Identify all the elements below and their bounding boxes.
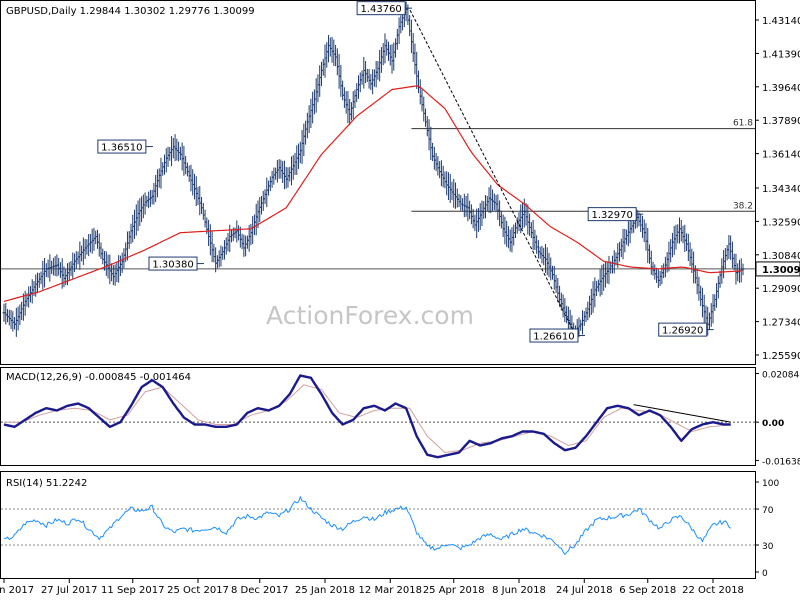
fib-level-label: 61.8 bbox=[733, 119, 753, 129]
price-annotation-label: 1.30380 bbox=[152, 260, 193, 271]
price-ytick-label: 1.25590 bbox=[762, 351, 800, 362]
price-ytick-label: 1.41390 bbox=[762, 49, 800, 60]
price-annotation: 1.30380 bbox=[148, 256, 205, 271]
price-annotation: 1.32970 bbox=[587, 207, 644, 222]
price-annotation-label: 1.26610 bbox=[533, 332, 574, 343]
price-annotation-label: 1.43760 bbox=[360, 4, 401, 15]
rsi-line bbox=[4, 495, 732, 556]
current-price-label: 1.30099 bbox=[762, 265, 800, 276]
price-ytick-label: 1.37890 bbox=[762, 116, 800, 127]
price-annotation-label: 1.36510 bbox=[101, 143, 142, 154]
price-annotation-label: 1.32970 bbox=[591, 210, 632, 221]
axis-layer: 1.43140 1.41390 1.39640 1.37890 1.36140 1.343… bbox=[0, 16, 800, 596]
price-ytick-label: 1.29090 bbox=[762, 284, 800, 295]
price-layer: 61.8 38.2 1.36510 1.30380 1.43760 1.26610 1.32… bbox=[1, 1, 755, 343]
macd-line bbox=[3, 374, 731, 459]
price-annotation: 1.36510 bbox=[97, 139, 153, 154]
price-ytick-label: 1.43140 bbox=[762, 16, 800, 27]
xtick-label: 25 Jan 2018 bbox=[295, 585, 355, 596]
macd-layer bbox=[1, 374, 755, 459]
price-annotation: 1.26920 bbox=[658, 322, 714, 337]
xtick-label: 25 Oct 2017 bbox=[167, 585, 229, 596]
rsi-panel-title: RSI(14) 51.2242 bbox=[6, 478, 87, 489]
xtick-label: 13 Jun 2017 bbox=[0, 585, 34, 596]
price-annotation: 1.43760 bbox=[356, 1, 413, 15]
xtick-label: 11 Sep 2017 bbox=[101, 585, 164, 596]
macd-panel-frame bbox=[0, 367, 756, 466]
macd-trendline bbox=[633, 404, 731, 423]
price-ytick-label: 1.36140 bbox=[762, 150, 800, 161]
price-ytick-label: 1.27340 bbox=[762, 318, 800, 329]
current-price-tag bbox=[755, 261, 800, 277]
fib-level-label: 38.2 bbox=[733, 201, 753, 211]
price-ytick-label: 1.39640 bbox=[762, 83, 800, 94]
rsi-ytick-label: 30 bbox=[762, 542, 774, 552]
macd-ytick-label: -0.016389 bbox=[762, 457, 800, 467]
xtick-label: 8 Jun 2018 bbox=[492, 585, 546, 596]
price-ytick-label: 1.30840 bbox=[762, 251, 800, 262]
xtick-label: 25 Apr 2018 bbox=[423, 585, 485, 596]
xtick-label: 12 Mar 2018 bbox=[359, 585, 422, 596]
rsi-ytick-label: 70 bbox=[762, 506, 774, 516]
price-annotation: 1.26610 bbox=[529, 328, 585, 343]
xtick-label: 24 Jul 2018 bbox=[556, 585, 613, 596]
macd-panel-title: MACD(12,26,9) -0.000845 -0.001464 bbox=[6, 372, 191, 383]
rsi-ytick-label: 100 bbox=[762, 479, 779, 489]
rsi-layer bbox=[1, 495, 755, 556]
xtick-label: 27 Jul 2017 bbox=[41, 585, 98, 596]
macd-ytick-label: 0.00 bbox=[762, 419, 784, 429]
macd-ytick-label: 0.020848 bbox=[762, 371, 800, 381]
xtick-label: 22 Oct 2018 bbox=[682, 585, 744, 596]
rsi-ytick-label: 0 bbox=[762, 569, 768, 579]
price-panel-title: GBPUSD,Daily 1.29844 1.30302 1.29776 1.3… bbox=[6, 6, 255, 17]
xtick-label: 8 Dec 2017 bbox=[231, 585, 289, 596]
moving-average-line bbox=[3, 85, 742, 302]
ohlc-bar bbox=[741, 263, 745, 276]
price-annotation-label: 1.26920 bbox=[662, 326, 703, 337]
price-ytick-label: 1.34340 bbox=[762, 184, 800, 195]
dashed-trendline bbox=[409, 9, 577, 336]
watermark: ActionForex.com bbox=[266, 301, 474, 330]
price-ytick-label: 1.32590 bbox=[762, 217, 800, 228]
rsi-panel-frame bbox=[0, 471, 756, 579]
xtick-label: 6 Sep 2018 bbox=[619, 585, 676, 596]
